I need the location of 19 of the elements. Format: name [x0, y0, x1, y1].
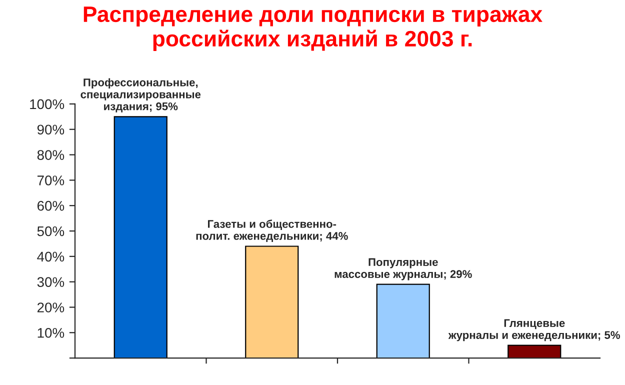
- chart-title: Распределение доли подписки в тиражах российских изданий в 2003 г.: [84, 6, 542, 51]
- y-tick-label: 70%: [38, 176, 64, 186]
- bar: [376, 284, 430, 358]
- bar: [508, 344, 562, 358]
- data-label: Глянцевые журналы и еженедельники; 5%: [448, 319, 620, 342]
- y-tick-label: 30%: [37, 277, 64, 287]
- y-tick-label: 90%: [37, 124, 64, 135]
- y-tick-label: 50%: [37, 226, 64, 236]
- y-tick-label: 100%: [30, 99, 64, 110]
- data-label: Газеты и общественно- полит. еженедельники; 44%: [196, 220, 348, 242]
- y-tick-label: 10%: [38, 328, 64, 338]
- bar: [245, 246, 299, 358]
- bar: [114, 116, 168, 358]
- y-tick-label: 20%: [37, 302, 64, 312]
- y-tick-label: 40%: [37, 252, 64, 262]
- data-label: Популярные массовые журналы; 29%: [334, 258, 472, 280]
- data-label: Профессиональные, специализированные издания; 95%: [80, 78, 201, 112]
- y-tick-label: 80%: [37, 150, 64, 160]
- y-tick-label: 60%: [37, 200, 64, 211]
